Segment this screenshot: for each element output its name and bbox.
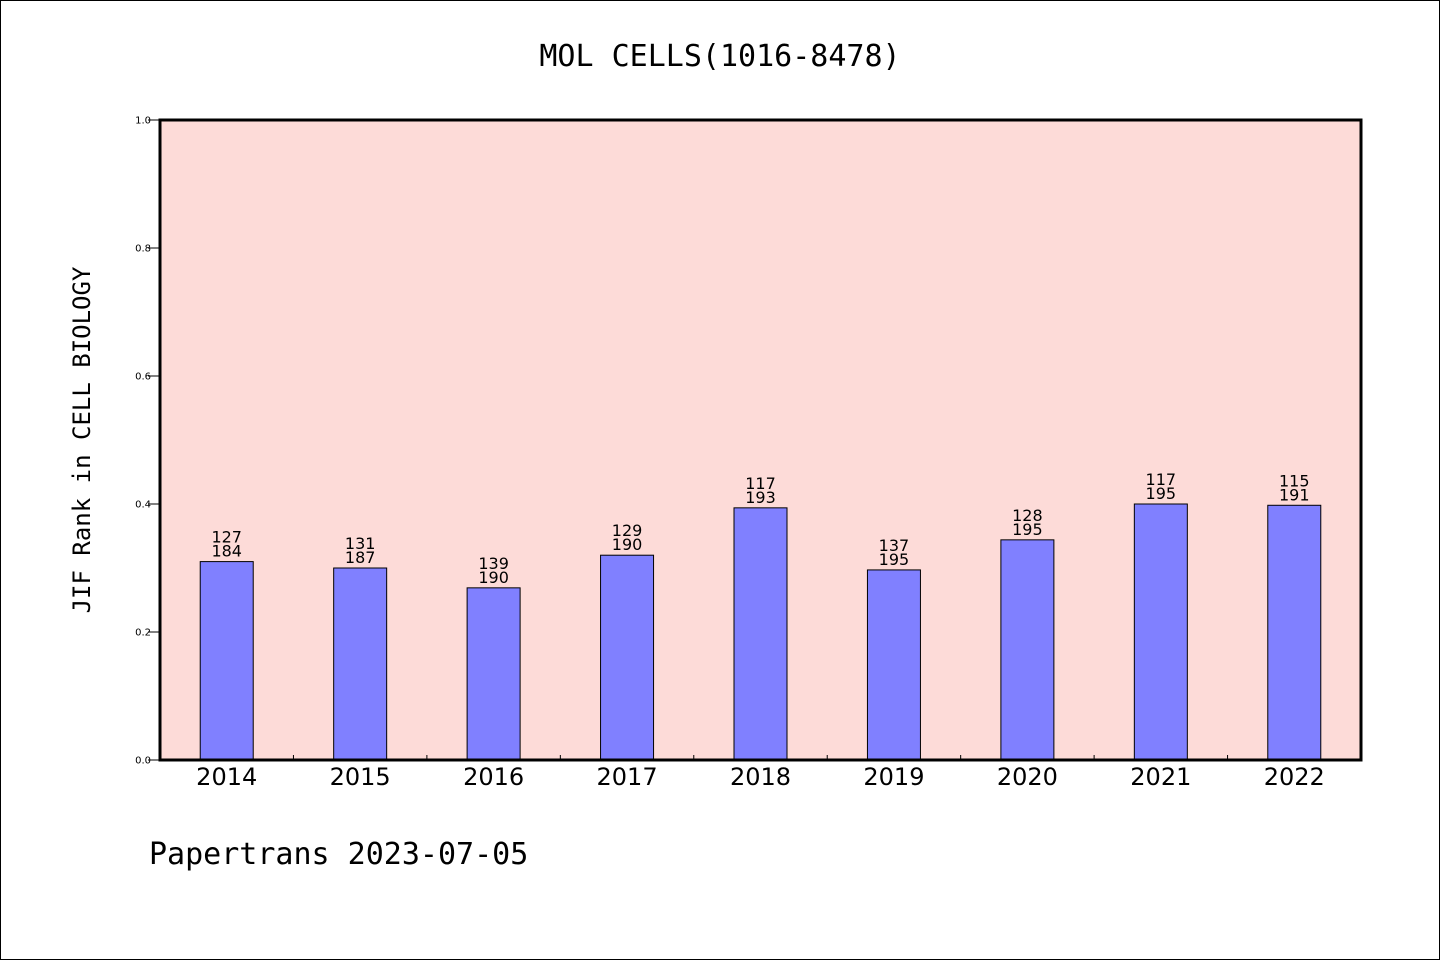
x-tick-label: 2020: [997, 763, 1058, 791]
bar-total-label: 187: [345, 548, 376, 567]
x-tick-label: 2019: [863, 763, 924, 791]
y-tick-label: 0.6: [135, 372, 151, 383]
bar-rank-label: 117: [1146, 470, 1177, 489]
y-tick-label: 1.0: [135, 116, 151, 127]
plot-border: [158, 118, 1363, 762]
x-tick-label: 2017: [597, 763, 658, 791]
bar-total-label: 190: [612, 535, 643, 554]
bar: [1267, 504, 1322, 761]
bar-rank-label: 131: [345, 534, 376, 553]
bar-total-label: 191: [1279, 485, 1310, 504]
bar: [733, 507, 788, 761]
bar-total-label: 195: [879, 550, 910, 569]
y-tick-label: 0.0: [135, 756, 151, 767]
y-tick-label: 0.2: [135, 628, 151, 639]
bar-rank-label: 137: [879, 536, 910, 555]
x-tick-label: 2018: [730, 763, 791, 791]
bar-total-label: 190: [478, 568, 509, 587]
bar: [1133, 503, 1188, 761]
bar-rank-label: 129: [612, 521, 643, 540]
bar-rank-label: 115: [1279, 471, 1310, 490]
x-tick-label: 2021: [1130, 763, 1191, 791]
x-tick-label: 2015: [330, 763, 391, 791]
x-axis: 2014 2015 2016 2017 2018 2019 2020 2021 2022: [196, 755, 1325, 791]
bar: [866, 569, 921, 761]
bar-total-label: 193: [745, 488, 776, 507]
y-tick-label: 0.4: [135, 500, 151, 511]
bar: [466, 587, 521, 761]
y-tick-label: 0.8: [135, 244, 151, 255]
bar-total-label: 195: [1012, 520, 1043, 539]
chart-title: MOL CELLS(1016-8478): [539, 39, 900, 74]
bars: [199, 503, 1322, 761]
bar: [199, 561, 254, 761]
bar-rank-label: 127: [211, 528, 242, 547]
bar-rank-label: 139: [478, 554, 509, 573]
bar-total-label: 195: [1146, 484, 1177, 503]
x-tick-label: 2016: [463, 763, 524, 791]
bar: [600, 554, 655, 761]
bar: [1000, 539, 1055, 761]
bar: [333, 567, 388, 761]
x-tick-label: 2014: [196, 763, 257, 791]
bar-total-label: 184: [211, 542, 242, 561]
bar-rank-label: 128: [1012, 506, 1043, 525]
y-axis: 0.0 0.2 0.4 0.6 0.8 1.0: [135, 116, 160, 767]
y-axis-label: JIF Rank in CELL BIOLOGY: [68, 266, 96, 613]
bar-rank-label: 117: [745, 474, 776, 493]
x-tick-label: 2022: [1264, 763, 1325, 791]
footer-text: Papertrans 2023-07-05: [149, 837, 528, 872]
